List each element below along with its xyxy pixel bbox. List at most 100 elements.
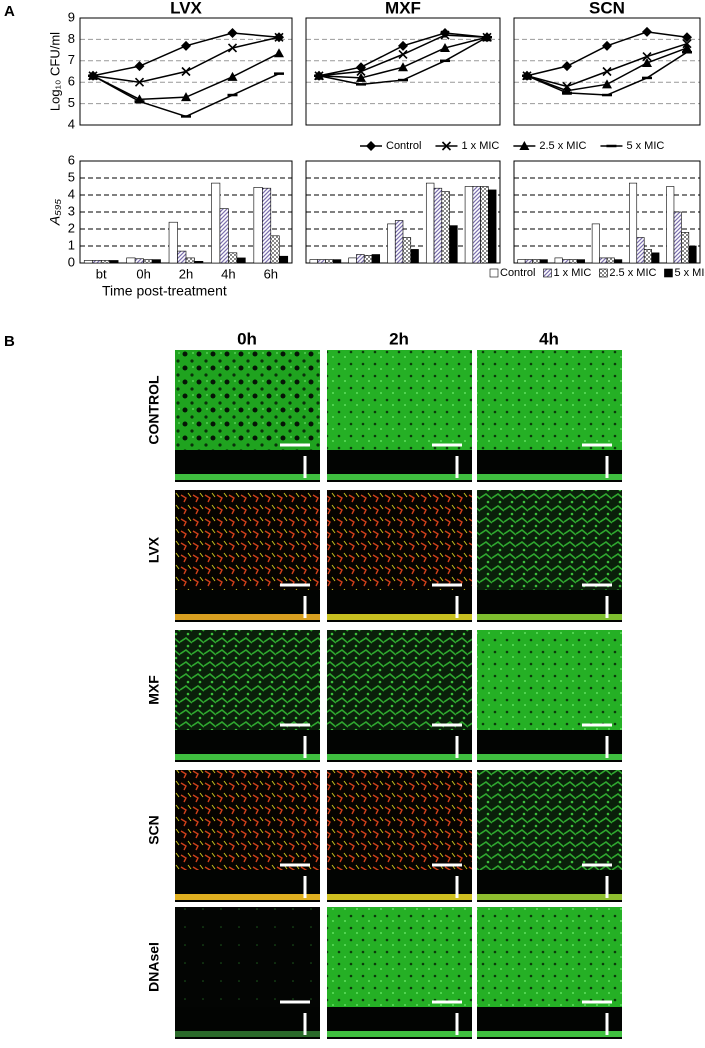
bar bbox=[394, 220, 404, 264]
bar bbox=[606, 257, 615, 264]
bar bbox=[569, 259, 578, 264]
y-tick-label: 3 bbox=[68, 203, 75, 218]
marker bbox=[274, 32, 284, 42]
marker bbox=[274, 48, 284, 58]
micrograph-biofilm bbox=[175, 474, 320, 480]
micrograph bbox=[175, 350, 320, 450]
micrograph-biofilm bbox=[327, 474, 472, 480]
bar bbox=[402, 237, 412, 264]
marker bbox=[441, 141, 452, 151]
image-grid: 0h 2h 4h CONTROL LVX MXF SCN DNAseI bbox=[146, 329, 622, 1039]
bar bbox=[83, 260, 94, 264]
bar bbox=[614, 259, 623, 264]
marker bbox=[602, 66, 612, 77]
marker bbox=[642, 57, 652, 67]
plot-frame bbox=[305, 17, 501, 126]
chart-title: SCN bbox=[589, 0, 625, 17]
bar bbox=[673, 211, 682, 264]
bar bbox=[562, 259, 571, 264]
bar bbox=[681, 232, 690, 264]
bar bbox=[211, 182, 221, 264]
bar bbox=[363, 255, 373, 264]
micrograph bbox=[477, 907, 622, 1007]
bar bbox=[532, 259, 541, 264]
legend-label: Control bbox=[500, 267, 535, 279]
bar bbox=[134, 258, 144, 264]
bar bbox=[185, 257, 195, 264]
bar bbox=[410, 249, 419, 264]
marker bbox=[227, 43, 238, 53]
legend-swatch bbox=[599, 268, 608, 278]
bar bbox=[636, 237, 645, 264]
bar bbox=[472, 186, 481, 264]
plot-frame bbox=[79, 17, 293, 126]
bar bbox=[228, 252, 238, 264]
micrograph-biofilm bbox=[477, 1031, 622, 1037]
bar bbox=[262, 187, 272, 264]
bar bbox=[643, 249, 652, 264]
bar bbox=[317, 259, 326, 264]
column-label: 0h bbox=[237, 329, 257, 348]
bar bbox=[651, 252, 660, 264]
y-tick-label: 1 bbox=[68, 237, 75, 252]
bar bbox=[309, 259, 318, 264]
micrograph-biofilm bbox=[477, 894, 622, 900]
bar bbox=[194, 260, 204, 264]
x-tick-label: 2h bbox=[179, 266, 193, 281]
column-label: 4h bbox=[539, 329, 559, 348]
y-tick-label: 4 bbox=[68, 116, 75, 131]
micrograph-biofilm bbox=[327, 614, 472, 620]
bar bbox=[219, 208, 229, 264]
x-tick-label: 4h bbox=[221, 266, 235, 281]
bar bbox=[126, 257, 136, 264]
marker bbox=[562, 61, 572, 72]
bar bbox=[143, 259, 153, 264]
bar bbox=[168, 221, 178, 264]
y-tick-label: 8 bbox=[68, 31, 75, 46]
micrograph bbox=[327, 490, 472, 590]
marker bbox=[398, 40, 408, 51]
micrograph bbox=[175, 490, 320, 590]
marker bbox=[227, 27, 238, 38]
marker bbox=[181, 40, 191, 51]
legend-label: 5 x MIC bbox=[674, 267, 705, 279]
bar bbox=[100, 260, 110, 264]
x-tick-label: bt bbox=[96, 266, 107, 281]
marker bbox=[134, 77, 145, 87]
micrograph bbox=[327, 350, 472, 450]
bar bbox=[356, 254, 365, 264]
marker bbox=[398, 49, 408, 59]
micrograph-biofilm bbox=[175, 894, 320, 900]
bar bbox=[449, 225, 458, 264]
bar bbox=[539, 259, 548, 264]
micrograph-biofilm bbox=[175, 1031, 320, 1037]
micrograph bbox=[175, 907, 320, 1007]
marker bbox=[440, 42, 450, 52]
y-tick-label: 5 bbox=[68, 169, 75, 184]
x-axis-label: Time post-treatment bbox=[102, 283, 227, 299]
micrograph-biofilm bbox=[175, 614, 320, 620]
x-tick-label: 6h bbox=[264, 266, 278, 281]
micrograph bbox=[327, 630, 472, 730]
chart-title: MXF bbox=[385, 0, 421, 17]
bar bbox=[480, 186, 489, 264]
legend-swatch bbox=[664, 268, 673, 278]
panel-label: B bbox=[4, 333, 15, 350]
bar bbox=[270, 235, 280, 264]
bar bbox=[517, 259, 526, 264]
row-label: DNAseI bbox=[146, 942, 162, 992]
micrograph-biofilm bbox=[327, 754, 472, 760]
bar bbox=[433, 187, 443, 264]
series-line bbox=[526, 51, 688, 96]
marker bbox=[602, 79, 612, 89]
bar bbox=[325, 259, 334, 264]
micrograph bbox=[477, 350, 622, 450]
bar bbox=[92, 260, 102, 264]
chart-title: LVX bbox=[170, 0, 202, 17]
marker bbox=[682, 32, 692, 43]
micrograph-biofilm bbox=[327, 894, 472, 900]
bar bbox=[387, 223, 396, 264]
micrograph bbox=[175, 630, 320, 730]
legend-label: 1 x MIC bbox=[461, 140, 499, 152]
